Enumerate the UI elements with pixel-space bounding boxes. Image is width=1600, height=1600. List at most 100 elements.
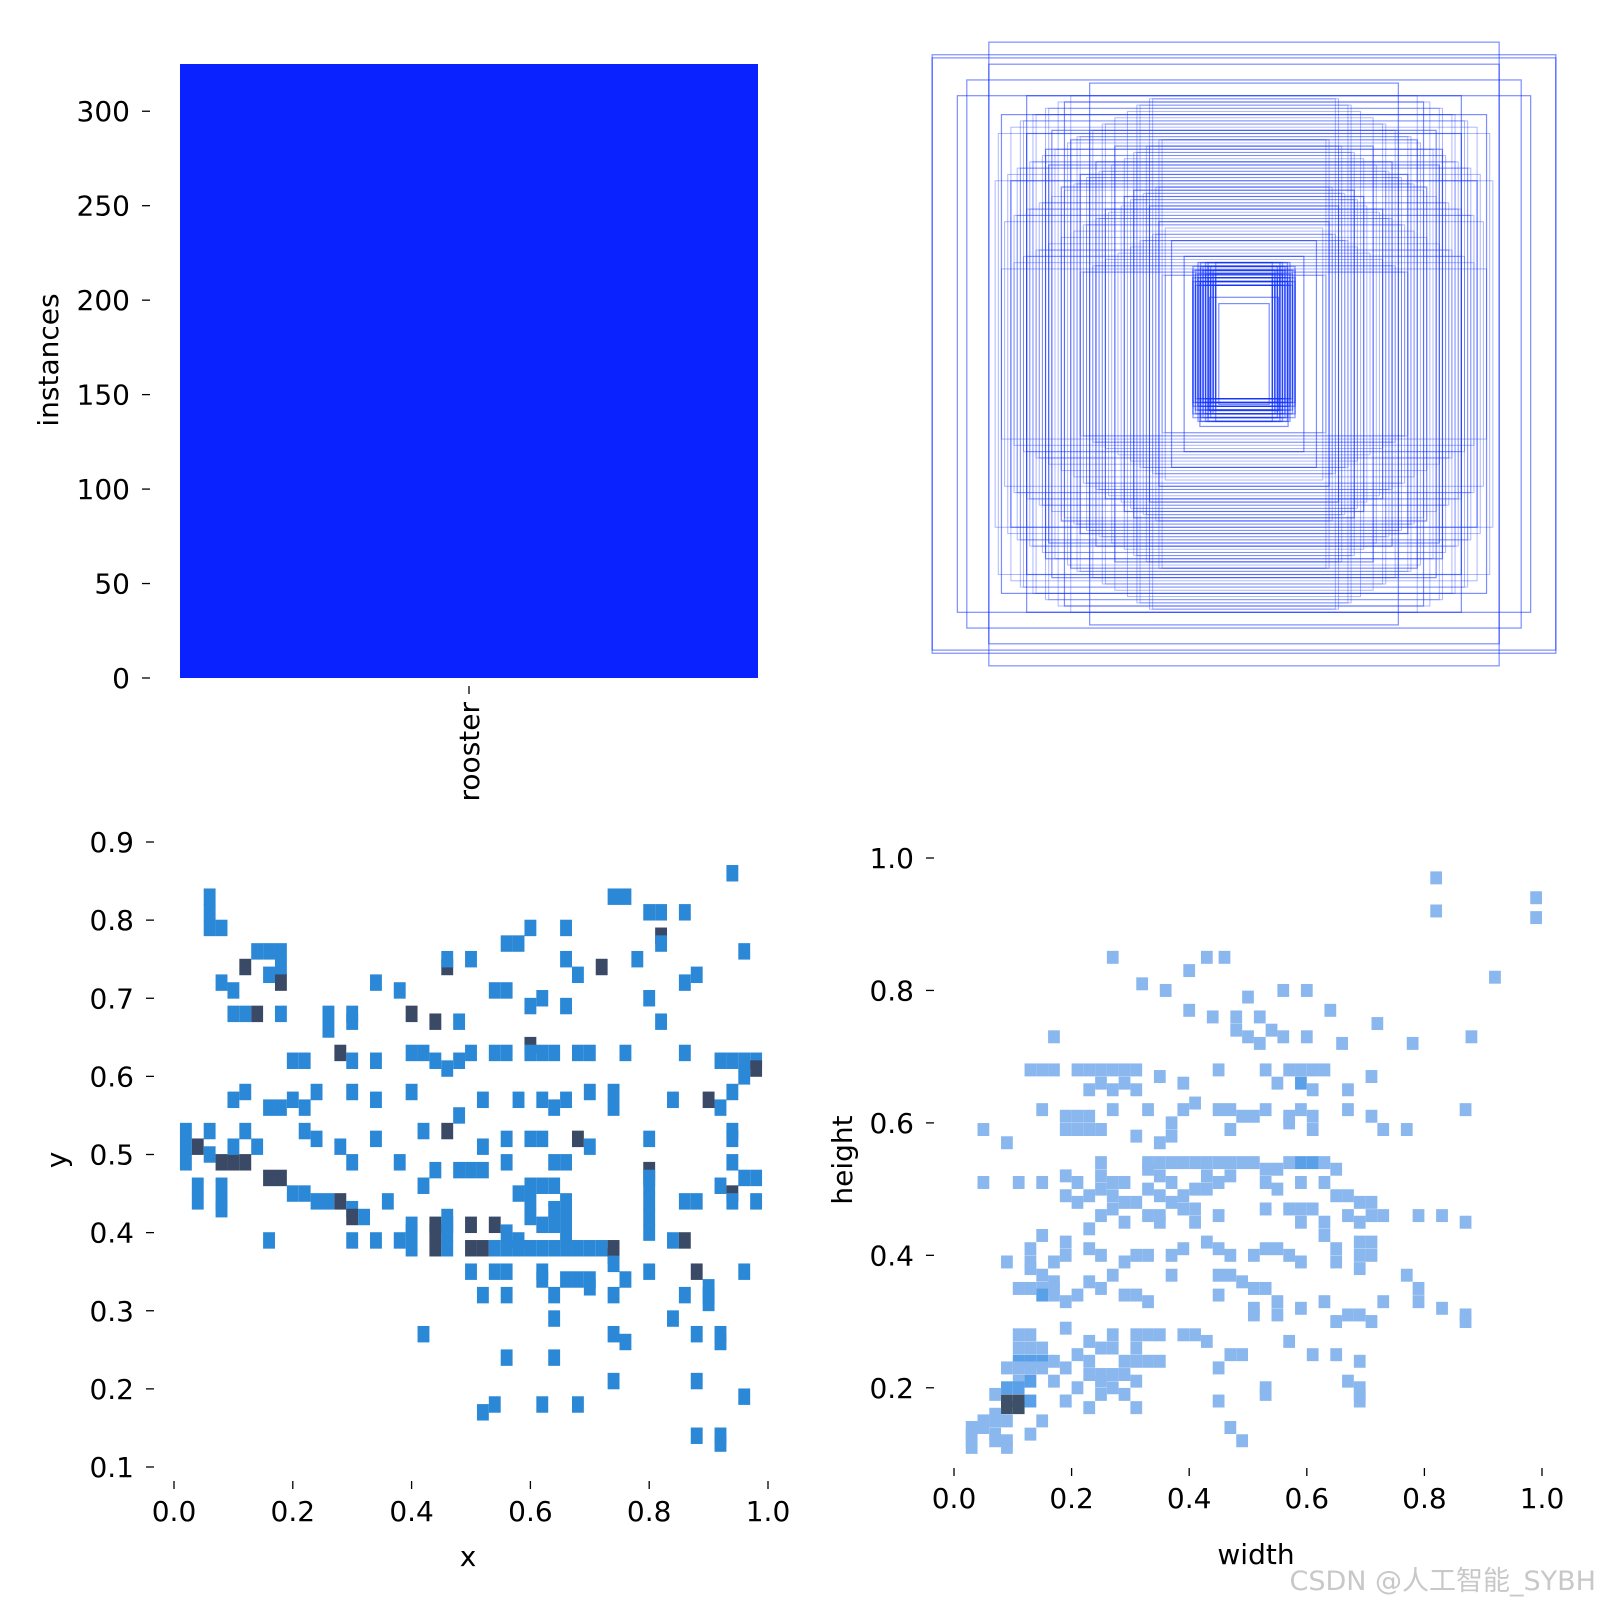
bin (1024, 1341, 1037, 1355)
bin (1071, 1123, 1084, 1136)
label-box (1098, 170, 1390, 538)
label-box (931, 54, 1557, 654)
bin (524, 1130, 537, 1148)
y-tick-label: 150 (77, 379, 130, 412)
bin (714, 1099, 727, 1116)
bin (191, 1177, 204, 1194)
bin (690, 1427, 703, 1444)
bin (1012, 1401, 1025, 1415)
label-box (1120, 205, 1368, 503)
label-box (1111, 164, 1377, 544)
bin (1283, 1248, 1296, 1262)
bin (322, 1193, 335, 1210)
bin (1459, 1315, 1472, 1329)
bin (1295, 1176, 1307, 1189)
bin (548, 1286, 561, 1304)
bin (714, 1052, 727, 1069)
bin (1036, 1176, 1049, 1189)
label-box (1204, 284, 1284, 400)
bin (1271, 1295, 1284, 1309)
label-box (1079, 271, 1409, 437)
bin (239, 1154, 252, 1171)
label-box (1145, 192, 1343, 516)
x-tick-label: 0.2 (1049, 1482, 1094, 1515)
bin (1412, 1281, 1425, 1295)
label-box (1207, 277, 1281, 407)
bin (690, 1263, 703, 1280)
bin (1118, 1387, 1131, 1401)
bin (274, 974, 287, 991)
bin (405, 1224, 418, 1241)
bin (1095, 1123, 1107, 1136)
label-box (1192, 269, 1296, 415)
label-box (1063, 101, 1425, 607)
watermark: CSDN @人工智能_SYBH (1289, 1566, 1596, 1597)
label-box (1019, 167, 1469, 541)
bin (227, 1091, 240, 1109)
bin (286, 1091, 299, 1109)
label-box (1016, 214, 1472, 494)
bin (1130, 1328, 1143, 1342)
label-box (1045, 155, 1443, 553)
bin (476, 1161, 489, 1179)
bin (548, 1310, 561, 1327)
bin (1295, 1215, 1307, 1229)
bin (1012, 1361, 1025, 1375)
bin (1436, 1209, 1448, 1223)
bin (1271, 1076, 1284, 1090)
bin (1024, 1427, 1037, 1441)
bin (524, 1208, 537, 1226)
wh-x-axis-label: width (1217, 1538, 1294, 1571)
bin (334, 1138, 347, 1155)
label-box (1095, 218, 1393, 490)
bin (1177, 1156, 1190, 1170)
bin (1330, 1242, 1343, 1256)
bin (1024, 1255, 1037, 1269)
bin (1259, 1103, 1272, 1117)
bin (1189, 1096, 1201, 1110)
bin (512, 1185, 525, 1202)
x-tick-label: 0.4 (1167, 1482, 1212, 1515)
bin (370, 1091, 382, 1109)
label-box (1194, 284, 1294, 400)
bin (1248, 1308, 1260, 1322)
bin (405, 1044, 418, 1062)
bin (1036, 1288, 1049, 1302)
bin (1353, 1262, 1366, 1276)
bin (536, 1130, 549, 1148)
bin (1059, 1321, 1072, 1335)
bin (1283, 1156, 1296, 1170)
bin (1012, 1341, 1025, 1355)
bin (1048, 1374, 1060, 1388)
bin (1142, 1248, 1154, 1262)
bin (655, 904, 668, 921)
bin (1236, 1348, 1248, 1362)
bin (643, 1130, 656, 1148)
y-tick-label: 300 (77, 95, 130, 128)
label-box (1199, 280, 1289, 428)
label-box (1158, 139, 1330, 569)
bin (1083, 1123, 1096, 1136)
bin (1224, 1268, 1237, 1282)
bin (1306, 1063, 1319, 1077)
bin (1189, 1328, 1201, 1342)
label-box (1192, 265, 1296, 419)
bin (191, 1193, 204, 1210)
bin (690, 1372, 703, 1390)
xy-x-axis-label: x (460, 1540, 477, 1573)
label-box (1197, 261, 1291, 423)
bin (441, 1122, 454, 1140)
bin (465, 1263, 477, 1280)
bin (1271, 1308, 1284, 1322)
bin (1436, 1301, 1448, 1315)
bin (512, 1091, 525, 1109)
bin (678, 1044, 691, 1062)
bin (1271, 1182, 1284, 1196)
bounding-box-overlay (931, 41, 1557, 667)
bin (1024, 1262, 1037, 1276)
bin (322, 1005, 335, 1023)
bin (643, 990, 656, 1007)
label-box (1117, 252, 1371, 456)
label-box (1202, 284, 1286, 400)
bin (738, 1052, 751, 1069)
